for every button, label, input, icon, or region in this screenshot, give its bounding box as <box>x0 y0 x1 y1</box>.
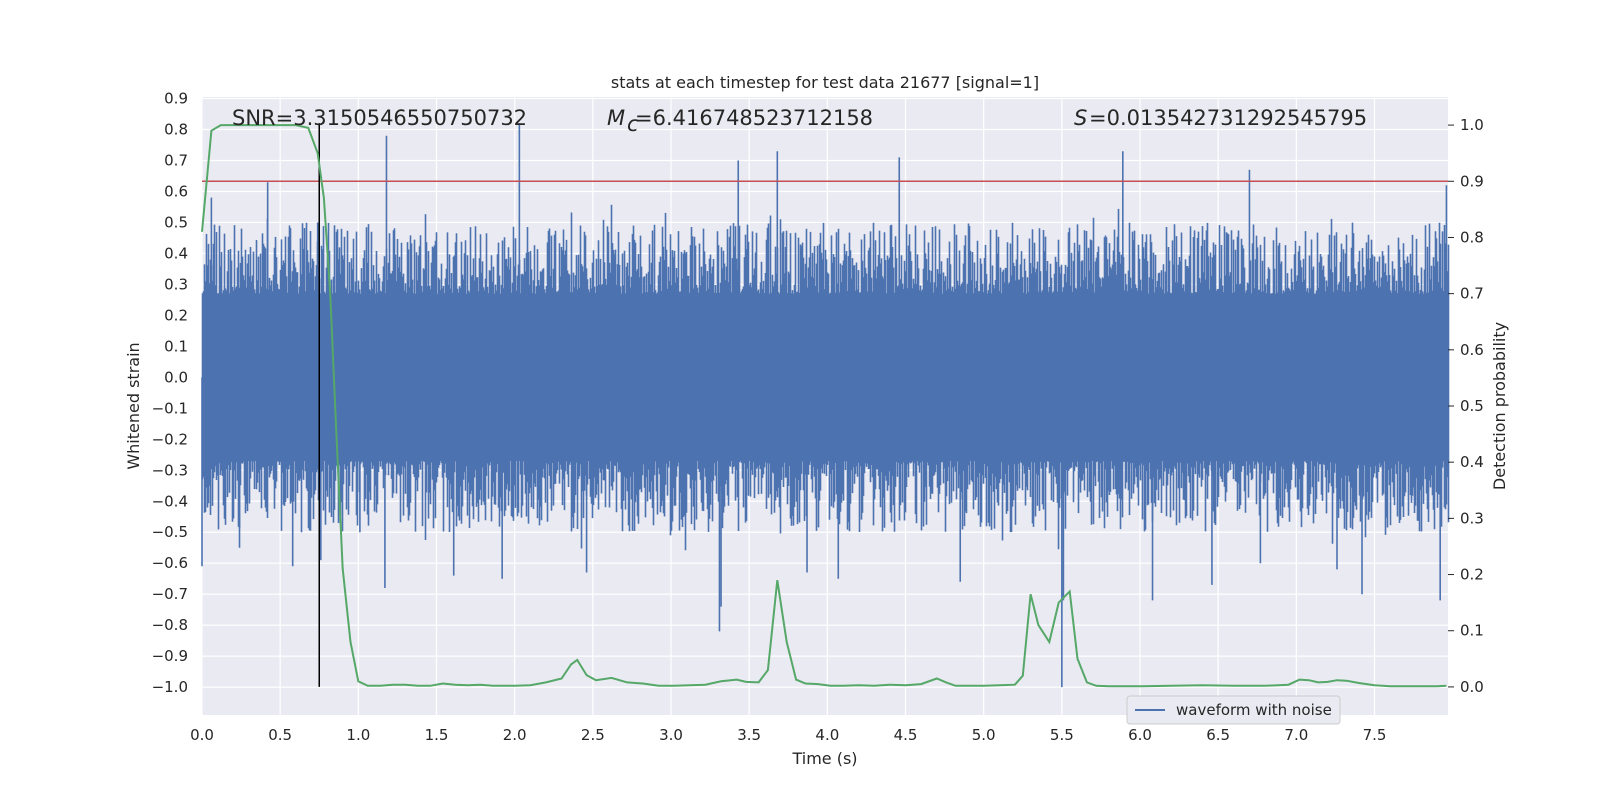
x-tick-label: 2.0 <box>503 726 527 744</box>
left-tick-label: 0.2 <box>164 306 188 324</box>
s-annotation: S =0.013542731292545795 <box>1074 106 1367 130</box>
waveform-series <box>201 123 1450 688</box>
right-axis-label: Detection probability <box>1490 322 1509 490</box>
right-tick-label: 0.3 <box>1460 509 1484 527</box>
x-tick-label: 3.0 <box>659 726 683 744</box>
snr-annotation: SNR=3.3150546550750732 <box>232 106 527 130</box>
right-tick-label: 0.9 <box>1460 172 1484 190</box>
left-tick-label: −0.7 <box>152 585 188 603</box>
right-tick-label: 0.7 <box>1460 285 1484 303</box>
x-tick-label: 4.0 <box>815 726 839 744</box>
x-tick-label: 3.5 <box>737 726 761 744</box>
x-axis-ticks: 0.0 0.5 1.0 1.5 2.0 2.5 3.0 3.5 4.0 4.5 5.0 5.5 6.0 6… <box>190 726 1386 744</box>
left-axis-ticks: −1.0 −0.9 −0.8 −0.7 −0.6 −0.5 −0.4 −0.3 −0.2 −0.1… <box>152 90 188 697</box>
left-tick-label: −0.6 <box>152 554 188 572</box>
x-tick-label: 5.5 <box>1050 726 1074 744</box>
x-tick-label: 7.0 <box>1284 726 1308 744</box>
x-tick-label: 0.0 <box>190 726 214 744</box>
x-axis-label: Time (s) <box>791 749 857 768</box>
left-axis-label: Whitened strain <box>124 342 143 469</box>
x-tick-label: 7.5 <box>1363 726 1387 744</box>
chart-title: stats at each timestep for test data 216… <box>611 73 1039 92</box>
legend-label: waveform with noise <box>1176 701 1332 719</box>
x-tick-label: 2.5 <box>581 726 605 744</box>
left-tick-label: −0.3 <box>152 461 188 479</box>
right-tick-label: 0.0 <box>1460 678 1484 696</box>
x-tick-label: 6.5 <box>1206 726 1230 744</box>
right-tick-label: 0.8 <box>1460 228 1484 246</box>
left-tick-label: 0.9 <box>164 90 188 108</box>
left-tick-label: 0.1 <box>164 337 188 355</box>
s-value: =0.013542731292545795 <box>1089 106 1367 130</box>
legend: waveform with noise <box>1126 695 1341 725</box>
left-tick-label: −0.4 <box>152 492 188 510</box>
x-tick-label: 5.0 <box>972 726 996 744</box>
mc-symbol: M <box>607 106 625 130</box>
x-tick-label: 6.0 <box>1128 726 1152 744</box>
overlay <box>201 123 1448 688</box>
left-tick-label: −0.9 <box>152 647 188 665</box>
left-tick-label: 0.7 <box>164 152 188 170</box>
right-axis-ticks: 0.0 0.1 0.2 0.3 0.4 0.5 0.6 0.7 0.8 0.9 1.0 <box>1448 116 1484 696</box>
x-tick-label: 1.5 <box>425 726 449 744</box>
left-tick-label: 0.8 <box>164 121 188 139</box>
x-tick-label: 4.5 <box>894 726 918 744</box>
detection-probability-line <box>201 124 1447 688</box>
mc-value: =6.416748523712158 <box>635 106 873 130</box>
left-tick-label: 0.3 <box>164 275 188 293</box>
right-tick-label: 0.2 <box>1460 566 1484 584</box>
left-tick-label: −0.5 <box>152 523 188 541</box>
right-tick-label: 0.4 <box>1460 453 1484 471</box>
s-symbol: S <box>1074 106 1087 130</box>
left-tick-label: 0.4 <box>164 244 188 262</box>
right-tick-label: 0.5 <box>1460 397 1484 415</box>
x-tick-label: 1.0 <box>346 726 370 744</box>
right-tick-label: 0.1 <box>1460 622 1484 640</box>
mc-subscript: c <box>627 112 639 136</box>
left-tick-label: −0.1 <box>152 399 188 417</box>
left-tick-label: −0.2 <box>152 430 188 448</box>
left-tick-label: 0.0 <box>164 368 188 386</box>
left-tick-label: 0.5 <box>164 213 188 231</box>
left-tick-label: −0.8 <box>152 616 188 634</box>
left-tick-label: 0.6 <box>164 182 188 200</box>
legend-box <box>1126 695 1341 725</box>
left-tick-label: −1.0 <box>152 678 188 696</box>
right-tick-label: 1.0 <box>1460 116 1484 134</box>
mc-annotation: M c =6.416748523712158 <box>607 106 873 136</box>
right-tick-label: 0.6 <box>1460 341 1484 359</box>
x-tick-label: 0.5 <box>268 726 292 744</box>
